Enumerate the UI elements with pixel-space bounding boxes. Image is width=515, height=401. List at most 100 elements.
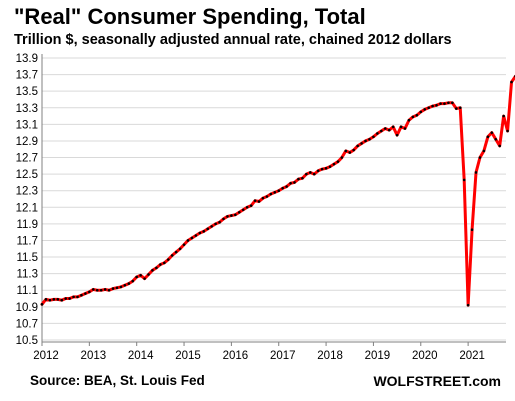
data-point-59 [273,191,277,194]
data-point-30 [159,263,162,266]
data-point-101 [439,102,442,105]
data-point-107 [462,178,466,182]
data-point-36 [182,243,186,246]
data-point-38 [190,236,194,240]
data-point-46 [222,217,225,221]
chart-grid [42,57,506,341]
data-point-79 [352,148,356,152]
data-point-95 [415,113,419,117]
data-point-103 [447,101,450,105]
data-point-40 [198,231,202,235]
data-point-73 [328,165,332,168]
data-point-111 [478,156,482,159]
data-point-63 [289,181,292,185]
data-point-6 [64,297,67,300]
data-point-78 [348,151,352,154]
y-tick-label-8: 12.1 [16,202,38,214]
data-point-10 [80,293,83,297]
data-point-76 [340,156,344,159]
data-point-44 [214,222,217,226]
data-point-24 [135,275,138,279]
data-point-56 [261,196,265,200]
y-tick-label-16: 13.7 [16,70,38,82]
data-point-114 [490,131,494,134]
series-group [40,74,515,307]
data-point-18 [111,287,115,290]
data-point-102 [443,102,446,105]
data-point-93 [407,118,411,122]
data-point-5 [60,298,64,302]
data-point-52 [245,205,249,209]
data-point-4 [56,298,60,301]
data-point-98 [427,106,430,110]
data-point-75 [336,160,340,163]
data-point-61 [281,186,284,190]
y-tick-label-12: 12.9 [16,136,38,148]
data-point-118 [506,129,509,133]
data-point-20 [119,285,123,289]
series-line-0 [40,74,515,307]
data-point-90 [395,133,399,137]
data-point-43 [210,225,213,228]
data-point-21 [123,283,127,287]
marker-group [40,75,515,307]
chart-subtitle: Trillion $, seasonally adjusted annual r… [14,32,452,48]
data-point-8 [72,295,75,299]
y-tick-label-15: 13.5 [16,86,38,98]
y-tick-label-11: 12.7 [16,153,38,165]
x-tick-label-9: 2021 [459,350,485,362]
x-tick-label-3: 2015 [175,350,201,362]
data-point-26 [143,277,146,280]
y-tick-label-1: 10.7 [16,318,38,330]
data-point-62 [285,185,288,188]
data-point-57 [265,195,269,198]
y-axis-ticks: 10.5 10.7 10.9 11.1 11.3 11.5 11.7 11.9 12.1 12.3… [16,53,38,347]
x-tick-label-4: 2016 [223,350,249,362]
data-point-119 [510,80,513,84]
data-point-17 [107,288,111,292]
data-point-66 [301,176,304,180]
chart-title: "Real" Consumer Spending, Total [14,4,366,29]
data-point-23 [131,279,135,283]
data-point-54 [253,199,257,202]
x-tick-label-1: 2013 [81,350,107,362]
data-point-77 [344,149,348,153]
data-point-31 [163,261,166,265]
data-point-105 [454,107,458,110]
y-tick-label-6: 11.7 [16,235,38,247]
data-point-109 [470,228,474,231]
data-point-55 [257,200,261,203]
y-tick-label-13: 13.1 [16,119,38,131]
data-point-3 [52,298,56,301]
x-tick-label-8: 2020 [412,350,438,362]
data-point-104 [451,101,454,105]
y-tick-label-17: 13.9 [16,53,38,65]
data-point-83 [368,137,371,141]
data-point-15 [99,288,103,292]
data-point-86 [380,129,383,133]
data-point-88 [387,128,391,132]
y-tick-label-0: 10.5 [16,335,38,347]
data-point-41 [202,230,206,233]
data-point-82 [364,139,367,143]
x-tick-label-6: 2018 [317,350,343,362]
data-point-58 [269,192,273,196]
data-point-70 [316,169,320,173]
y-tick-label-4: 11.3 [16,269,38,281]
data-point-29 [155,266,158,270]
data-point-1 [44,298,48,301]
x-axis-ticks: 2012 2013 2014 2015 2016 2017 2018 2019 2020 2021 [33,350,485,362]
data-point-11 [84,292,87,295]
data-point-85 [376,132,379,135]
data-point-69 [312,172,316,176]
data-point-87 [383,127,387,130]
data-point-116 [498,144,501,148]
data-point-117 [502,114,505,118]
x-tick-label-7: 2019 [365,350,391,362]
data-point-99 [431,104,434,108]
y-tick-label-3: 11.1 [16,285,38,297]
x-tick-label-5: 2017 [270,350,296,362]
data-point-37 [186,239,190,242]
data-point-48 [230,214,233,217]
